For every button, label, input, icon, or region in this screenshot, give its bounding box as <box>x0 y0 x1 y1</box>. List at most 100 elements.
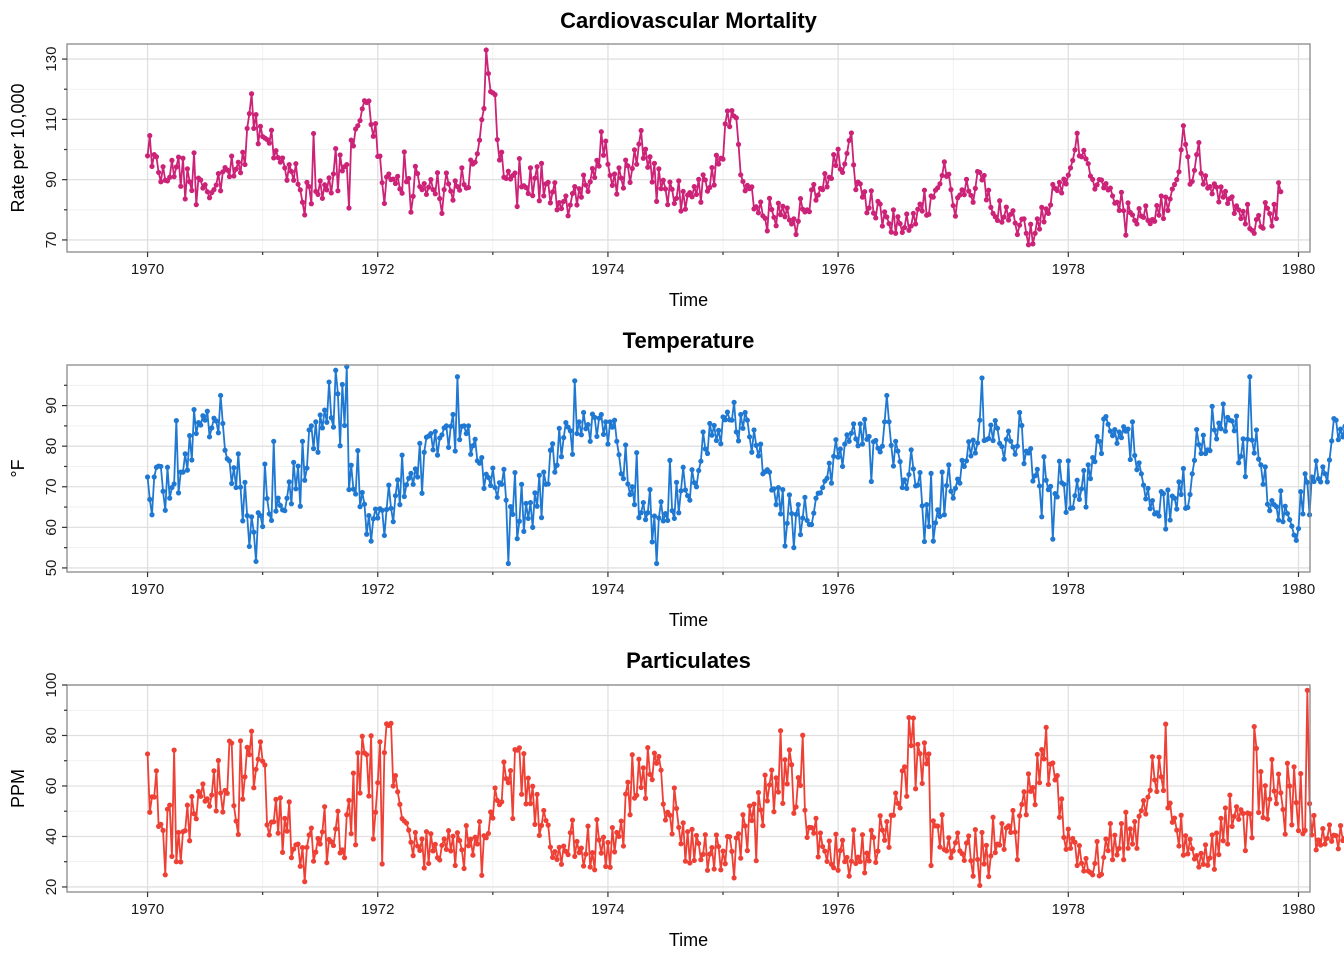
chart-2-point <box>191 811 197 817</box>
chart-2-point <box>702 832 708 838</box>
chart-1-point <box>791 545 797 551</box>
chart-1-point <box>291 459 297 466</box>
chart-1-point <box>341 422 348 429</box>
chart-0-point <box>625 163 631 169</box>
chart-0-title: Cardiovascular Mortality <box>560 8 818 33</box>
chart-1-point <box>908 447 914 453</box>
chart-0-y-tick-label: 110 <box>43 107 60 131</box>
chart-2-point <box>729 848 735 854</box>
chart-0-point <box>1045 210 1051 217</box>
chart-2-point <box>251 785 257 791</box>
chart-0-point <box>1017 222 1023 228</box>
chart-1-point <box>704 450 711 457</box>
chart-2-point <box>844 854 850 861</box>
chart-2-point <box>1231 813 1237 819</box>
chart-2-point <box>499 799 505 805</box>
chart-1-point <box>395 477 401 483</box>
chart-1-point <box>782 543 788 549</box>
chart-2-point <box>421 865 427 871</box>
chart-1-point <box>924 502 930 508</box>
chart-1-point <box>282 508 288 514</box>
chart-0-point <box>1278 189 1284 195</box>
chart-2-point <box>1012 829 1018 835</box>
chart-1-point <box>525 515 531 522</box>
chart-0-point <box>966 188 972 194</box>
chart-1-point <box>673 479 680 485</box>
particulates-panel: Particulates 1970 1972 1974 1976 1978 1980 20 40… <box>8 648 1344 950</box>
chart-0-point <box>713 152 719 158</box>
chart-1-point <box>638 510 644 516</box>
chart-2-x-tick-label: 1972 <box>361 901 394 918</box>
chart-2-point <box>1315 837 1322 843</box>
chart-1-point <box>957 480 963 486</box>
chart-1-point <box>1324 479 1330 485</box>
chart-1-point <box>607 419 613 425</box>
chart-0-point <box>366 98 372 104</box>
chart-0-point <box>627 179 633 185</box>
chart-1-point <box>955 476 961 482</box>
chart-0-point <box>326 175 332 181</box>
chart-2-point <box>1198 850 1204 856</box>
chart-2-point <box>1118 820 1125 827</box>
chart-1-point <box>1132 452 1138 459</box>
chart-0-point <box>921 187 928 193</box>
chart-0-point <box>399 190 405 196</box>
chart-2-point <box>1123 809 1129 815</box>
chart-2-point <box>315 835 321 842</box>
chart-0-point <box>870 210 877 216</box>
chart-1-point <box>1032 473 1038 479</box>
chart-2-point <box>955 830 961 836</box>
chart-0-point <box>538 160 545 166</box>
chart-1-point <box>623 442 629 448</box>
chart-1-point <box>237 484 244 490</box>
chart-0-point <box>1001 214 1007 220</box>
chart-1-point <box>1109 433 1116 439</box>
chart-0-point <box>618 175 624 181</box>
chart-2-point <box>160 827 166 834</box>
chart-0-point <box>359 106 365 112</box>
chart-0-point <box>339 168 345 174</box>
chart-0-point <box>1043 206 1049 212</box>
chart-2-point <box>144 751 151 757</box>
chart-2-point <box>339 847 345 853</box>
chart-1-point <box>817 490 824 496</box>
chart-2-point <box>1054 773 1060 779</box>
chart-1-point <box>882 419 888 425</box>
chart-2-point <box>1152 777 1158 783</box>
chart-1-point <box>375 515 381 521</box>
chart-1-point <box>1198 450 1204 457</box>
chart-1-point <box>202 417 208 423</box>
chart-2-point <box>718 867 724 873</box>
chart-2-point <box>1289 822 1295 828</box>
chart-0-point <box>813 197 819 203</box>
chart-0-point <box>1109 193 1116 199</box>
chart-2-point <box>403 820 410 826</box>
chart-0-point <box>873 215 879 221</box>
chart-1-point <box>1300 511 1306 517</box>
chart-0-point <box>853 187 859 193</box>
chart-1-point <box>403 482 410 488</box>
chart-2-point <box>1105 848 1111 854</box>
chart-2-point <box>1005 823 1012 829</box>
chart-0-point <box>642 146 649 152</box>
chart-1-y-tick-label: 80 <box>43 438 60 455</box>
chart-2-point <box>200 781 206 787</box>
chart-0-point <box>877 201 883 207</box>
chart-0-point <box>614 191 620 197</box>
chart-2-point <box>917 751 923 757</box>
chart-1-point <box>406 475 412 481</box>
chart-1-point <box>859 441 866 447</box>
chart-1-point <box>740 425 746 431</box>
chart-2-point <box>948 855 954 861</box>
chart-2-point <box>308 825 314 831</box>
chart-0-point <box>1061 176 1067 182</box>
chart-2-point <box>919 780 925 787</box>
chart-1-point <box>696 467 702 474</box>
chart-1-point <box>315 449 321 455</box>
chart-2-point <box>576 850 582 856</box>
chart-1-point <box>476 460 483 466</box>
chart-1-point <box>198 422 204 428</box>
chart-1-point <box>556 425 562 431</box>
chart-1-point <box>848 430 855 436</box>
chart-1-point <box>994 425 1001 431</box>
